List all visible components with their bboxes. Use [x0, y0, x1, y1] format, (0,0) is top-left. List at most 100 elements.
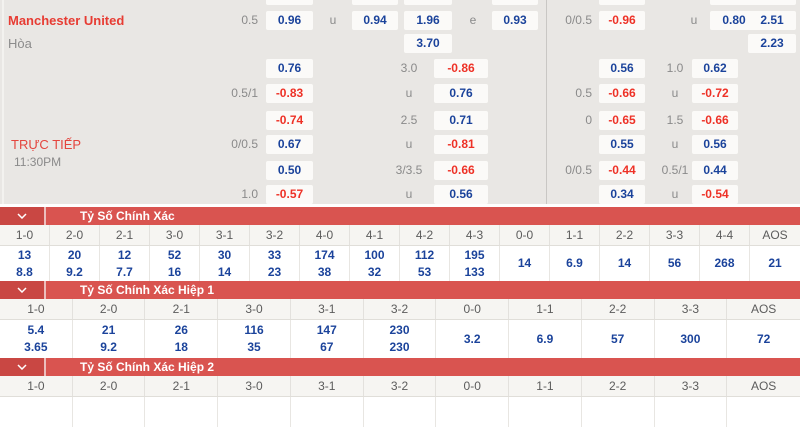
score-odds-value: 5.4 [27, 323, 45, 337]
odds-box [266, 0, 313, 5]
score-odds-cell[interactable]: 14 [600, 246, 650, 281]
odds-box[interactable]: -0.66 [692, 111, 738, 130]
odds-box[interactable]: 0.76 [434, 84, 488, 103]
odds-box[interactable]: -0.83 [266, 84, 313, 103]
score-column-header: 4-1 [350, 225, 400, 245]
score-odds-cell[interactable]: 26 18 [145, 320, 219, 358]
odds-box[interactable]: 3.70 [404, 34, 452, 53]
score-odds-cell[interactable]: 174 38 [300, 246, 350, 281]
score-odds-cell[interactable]: 72 [727, 320, 800, 358]
handicap-label: 0.5/1 [661, 163, 689, 177]
score-odds-cell[interactable]: 21 9.2 [73, 320, 146, 358]
odds-box[interactable]: 0.56 [599, 59, 645, 78]
score-odds-value: 12 [117, 247, 132, 262]
score-odds-value: 3.65 [24, 340, 48, 354]
odds-box[interactable]: 0.71 [434, 111, 488, 130]
score-odds-cell[interactable]: 21 [750, 246, 800, 281]
score-odds-cell[interactable]: 20 9.2 [50, 246, 100, 281]
score-column-header: 2-1 [145, 376, 219, 396]
odds-box[interactable]: -0.65 [599, 111, 645, 130]
handicap-label: 0/0.5 [565, 163, 592, 177]
score-odds-cell[interactable]: 13 8.8 [0, 246, 50, 281]
score-column-header: 3-1 [291, 299, 364, 319]
score-odds-value: 52 [167, 247, 182, 262]
score-column-header: 4-3 [450, 225, 500, 245]
score-column-header: 1-0 [0, 299, 73, 319]
score-odds-cell[interactable]: 57 [582, 320, 655, 358]
score-odds-cell[interactable]: 30 14 [200, 246, 250, 281]
odds-box[interactable]: 0.44 [692, 161, 738, 180]
odds-box[interactable]: 0.67 [266, 135, 313, 154]
correct-score-section: Tỷ Số Chính Xác Hiệp 2 1-0 2-0 2-1 3-0 3-1 3-2… [0, 358, 800, 427]
column-divider [546, 0, 547, 204]
odds-box[interactable]: -0.74 [266, 111, 313, 130]
score-column-header: 0-0 [436, 376, 510, 396]
score-odds-cell[interactable]: 116 35 [218, 320, 291, 358]
score-column-header: 3-2 [364, 376, 437, 396]
score-odds-value: 32 [367, 264, 382, 279]
score-column-header: 3-0 [218, 299, 291, 319]
score-odds-value: 300 [680, 331, 701, 346]
odds-box[interactable]: -0.96 [599, 11, 645, 30]
score-odds-cell[interactable]: 6.9 [509, 320, 582, 358]
score-odds-cell[interactable]: 5.4 3.65 [0, 320, 73, 358]
odds-box[interactable]: 0.96 [266, 11, 313, 30]
odds-box[interactable]: 0.50 [266, 161, 313, 180]
score-column-header: 3-2 [250, 225, 300, 245]
score-odds-cell[interactable]: 112 53 [400, 246, 450, 281]
odds-row: 0.50 3/3.5 -0.66 0/0.5 -0.44 0.5/1 0.44 [0, 161, 800, 180]
odds-box[interactable]: 0.55 [599, 135, 645, 154]
odds-box[interactable]: 0.93 [492, 11, 538, 30]
odds-box[interactable]: 0.80 [710, 11, 758, 30]
chevron-down-icon[interactable] [0, 207, 46, 225]
section-header-bar[interactable]: Tỷ Số Chính Xác Hiệp 2 [0, 358, 800, 376]
odds-box[interactable]: 0.34 [599, 185, 645, 204]
score-odds-cell[interactable]: 195 133 [450, 246, 500, 281]
odds-box[interactable]: -0.44 [599, 161, 645, 180]
odds-box[interactable]: -0.81 [434, 135, 488, 154]
odds-box[interactable]: 0.56 [434, 185, 488, 204]
score-odds-value: 14 [217, 264, 232, 279]
score-odds-value: 100 [364, 247, 385, 262]
score-odds-cell[interactable]: 300 [655, 320, 728, 358]
score-odds-cell[interactable]: 12 7.7 [100, 246, 150, 281]
odds-row: 1.0 -0.57 u 0.56 0.34 u -0.54 [0, 185, 800, 204]
score-column-header: 4-0 [300, 225, 350, 245]
odds-box[interactable]: 1.96 [404, 11, 452, 30]
odds-box[interactable]: 0.62 [692, 59, 738, 78]
odds-box[interactable]: -0.57 [266, 185, 313, 204]
odds-box[interactable]: -0.66 [599, 84, 645, 103]
odds-box[interactable]: 2.23 [748, 34, 796, 53]
odds-box[interactable]: 0.94 [352, 11, 398, 30]
score-odds-cell[interactable]: 52 16 [150, 246, 200, 281]
home-team-name[interactable]: Manchester United [8, 13, 125, 28]
odds-box[interactable]: -0.54 [692, 185, 738, 204]
odds-box[interactable]: -0.86 [434, 59, 488, 78]
score-column-header: 2-0 [73, 299, 146, 319]
score-odds-cell[interactable]: 230 230 [364, 320, 437, 358]
score-column-header: 2-0 [50, 225, 100, 245]
score-odds-cell[interactable]: 56 [650, 246, 700, 281]
score-odds-cell[interactable]: 100 32 [350, 246, 400, 281]
odds-box[interactable]: 2.51 [748, 11, 796, 30]
score-odds-value: 18 [174, 340, 188, 354]
chevron-down-icon[interactable] [0, 358, 46, 376]
score-odds-cell[interactable]: 3.2 [436, 320, 510, 358]
section-header-bar[interactable]: Tỷ Số Chính Xác Hiệp 1 [0, 281, 800, 299]
odds-box[interactable]: -0.72 [692, 84, 738, 103]
handicap-label: 0/0.5 [565, 13, 592, 27]
odds-row: 0.5/1 -0.83 u 0.76 0.5 -0.66 u -0.72 [0, 84, 800, 103]
score-odds-cell[interactable]: 147 67 [291, 320, 364, 358]
odds-box[interactable]: 0.56 [692, 135, 738, 154]
score-odds-cell[interactable]: 33 23 [250, 246, 300, 281]
score-odds-cell[interactable]: 14 [500, 246, 550, 281]
score-odds-cell[interactable]: 268 [700, 246, 750, 281]
odds-box[interactable]: -0.66 [434, 161, 488, 180]
score-odds-value: 116 [244, 323, 264, 337]
score-odds-cell[interactable]: 6.9 [550, 246, 600, 281]
odds-box[interactable]: 0.76 [266, 59, 313, 78]
correct-score-sections: Tỷ Số Chính Xác 1-0 2-0 2-1 3-0 3-1 3-2 4-0 4-1 4… [0, 207, 800, 427]
chevron-down-icon[interactable] [0, 281, 46, 299]
section-title: Tỷ Số Chính Xác [80, 209, 175, 223]
section-header-bar[interactable]: Tỷ Số Chính Xác [0, 207, 800, 225]
